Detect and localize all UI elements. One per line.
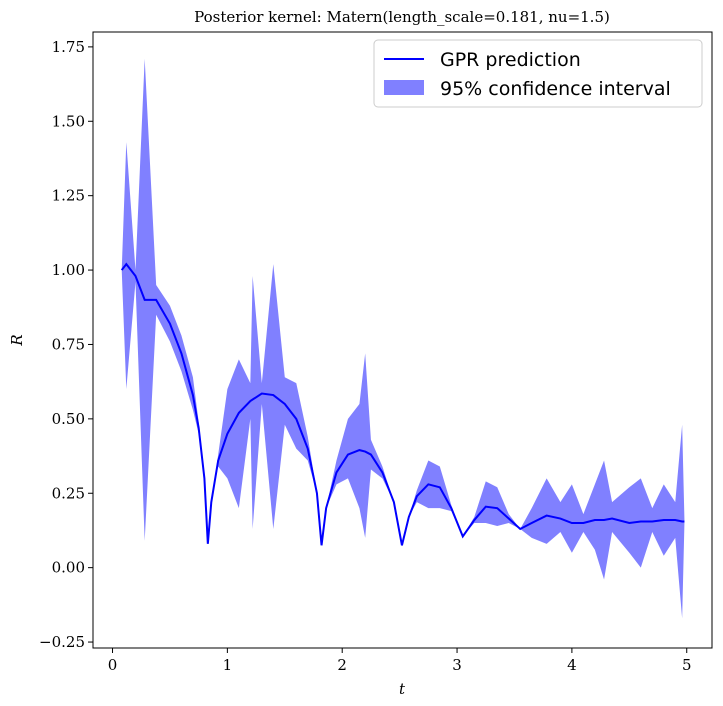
x-tick-label: 1 [223, 656, 233, 674]
x-axis-label: t [399, 680, 406, 698]
y-tick-label: 0.50 [52, 410, 85, 428]
y-axis-label: R [8, 334, 26, 346]
legend-label: 95% confidence interval [440, 78, 671, 100]
prediction-line [120, 262, 685, 546]
x-tick-label: 2 [337, 656, 347, 674]
x-tick-label: 3 [452, 656, 462, 674]
plot-frame [92, 31, 713, 649]
x-tick-label: 5 [682, 656, 692, 674]
legend-label: GPR prediction [440, 49, 581, 71]
legend-box [373, 39, 703, 108]
chart-title: Posterior kernel: Matern(length_scale=0.… [194, 8, 610, 26]
y-tick-label: −0.25 [39, 633, 85, 651]
legend-patch [384, 80, 424, 95]
y-tick-label: 0.25 [52, 484, 85, 502]
y-tick-label: 0.00 [52, 559, 85, 577]
x-tick-label: 0 [108, 656, 118, 674]
y-tick-label: 1.50 [52, 112, 85, 130]
y-tick-label: 0.75 [52, 335, 85, 353]
y-tick-label: 1.25 [52, 187, 85, 205]
y-tick-label: 1.75 [52, 38, 85, 56]
x-tick-label: 4 [567, 656, 577, 674]
confidence-band [121, 58, 685, 619]
y-tick-label: 1.00 [52, 261, 85, 279]
